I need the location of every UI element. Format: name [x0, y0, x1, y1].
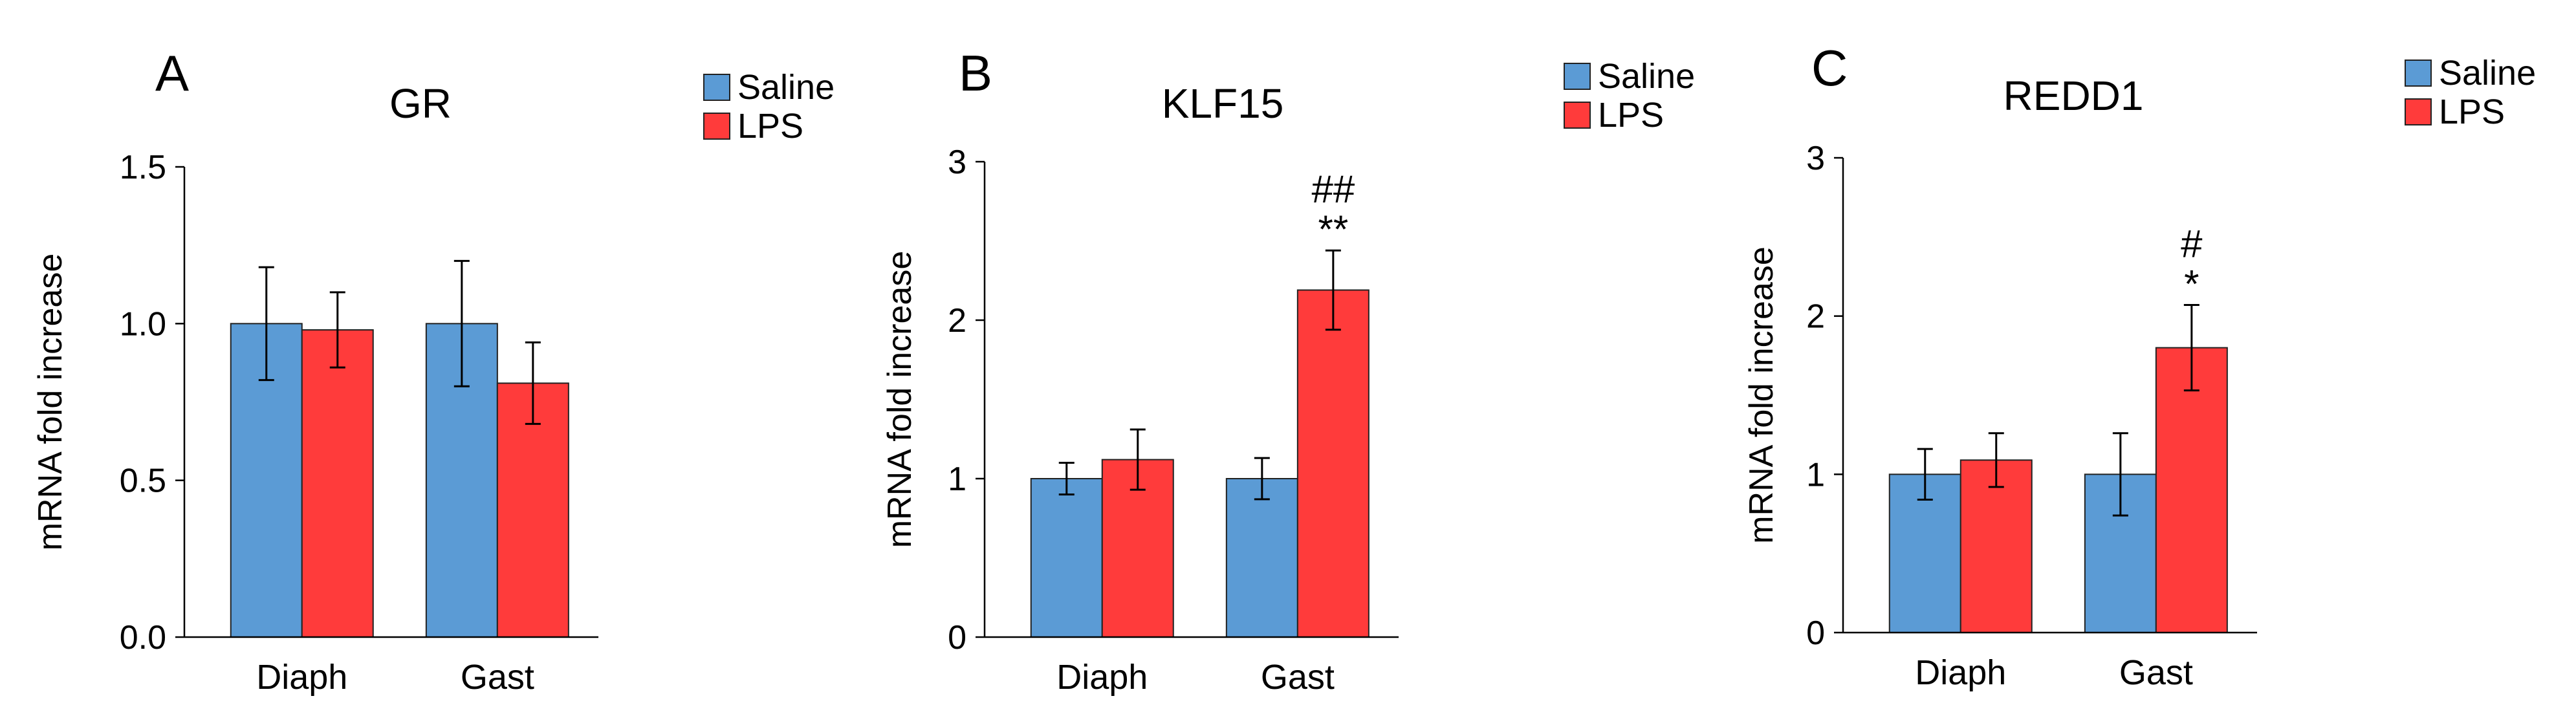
x-tick-label: Gast [2119, 653, 2193, 692]
legend-label-lps: LPS [1598, 96, 1664, 135]
bar-lps-diaph [301, 329, 374, 638]
bar-saline-diaph [1888, 473, 1961, 633]
y-tick-label: 0.0 [120, 619, 166, 656]
x-tick-label: Gast [1261, 658, 1335, 697]
y-tick-label: 2 [1806, 298, 1825, 336]
y-tick-label: 1 [1806, 456, 1825, 494]
panel-label: A [155, 45, 189, 102]
y-tick-label: 3 [1806, 140, 1825, 177]
y-tick-label: 2 [948, 302, 966, 340]
y-axis-label: mRNA fold increase [881, 251, 919, 548]
x-tick-label: Diaph [1915, 653, 2006, 692]
y-tick-label: 0 [948, 619, 966, 656]
legend-label-saline: Saline [2439, 54, 2536, 92]
legend-swatch-lps [1564, 102, 1591, 129]
y-axis-label: mRNA fold increase [32, 254, 69, 551]
legend-swatch-saline [2405, 60, 2432, 87]
significance-mark: ## [1311, 168, 1355, 211]
significance-mark: * [2184, 263, 2199, 306]
legend-label-saline: Saline [1598, 57, 1695, 96]
chart-panel-a: A GR mRNA fold increase 0.0 0.5 1.0 1.5 Diaph Ga… [32, 45, 835, 697]
bar-lps-gast [496, 382, 569, 638]
bar-saline-gast [1225, 478, 1298, 638]
y-axis-label: mRNA fold increase [1743, 246, 1780, 544]
chart-title: GR [389, 80, 452, 127]
significance-mark: ** [1318, 208, 1348, 251]
y-tick-label: 3 [948, 144, 966, 181]
bar-saline-diaph [1030, 478, 1103, 638]
chart-title: REDD1 [2003, 72, 2144, 119]
chart-panel-b: B KLF15 mRNA fold increase 0 1 2 3 Diaph Gast ##*… [881, 45, 1695, 697]
y-tick-label: 0.5 [120, 462, 166, 500]
panel-label: C [1811, 39, 1848, 96]
significance-mark: # [2181, 222, 2203, 266]
legend-swatch-lps [2405, 98, 2432, 125]
y-tick-label: 0 [1806, 614, 1825, 652]
x-tick-label: Gast [461, 658, 534, 697]
y-tick-label: 1 [948, 461, 966, 498]
bar-lps-diaph [1959, 459, 2033, 634]
bar-lps-gast [1296, 289, 1370, 638]
panel-label: B [959, 45, 992, 102]
chart-title: KLF15 [1162, 80, 1284, 127]
x-tick-label: Diaph [1056, 658, 1148, 697]
y-tick-label: 1.0 [120, 305, 166, 343]
legend-label-saline: Saline [737, 68, 835, 107]
y-tick-label: 1.5 [120, 149, 166, 186]
chart-panel-c: C REDD1 mRNA fold increase 0 1 2 3 Diaph Gast #* S… [1743, 39, 2536, 692]
legend-label-lps: LPS [2439, 92, 2505, 131]
legend-swatch-saline [703, 74, 730, 101]
legend-swatch-saline [1564, 63, 1591, 90]
legend-label-lps: LPS [737, 107, 803, 146]
legend-swatch-lps [703, 113, 730, 140]
x-tick-label: Diaph [256, 658, 347, 697]
